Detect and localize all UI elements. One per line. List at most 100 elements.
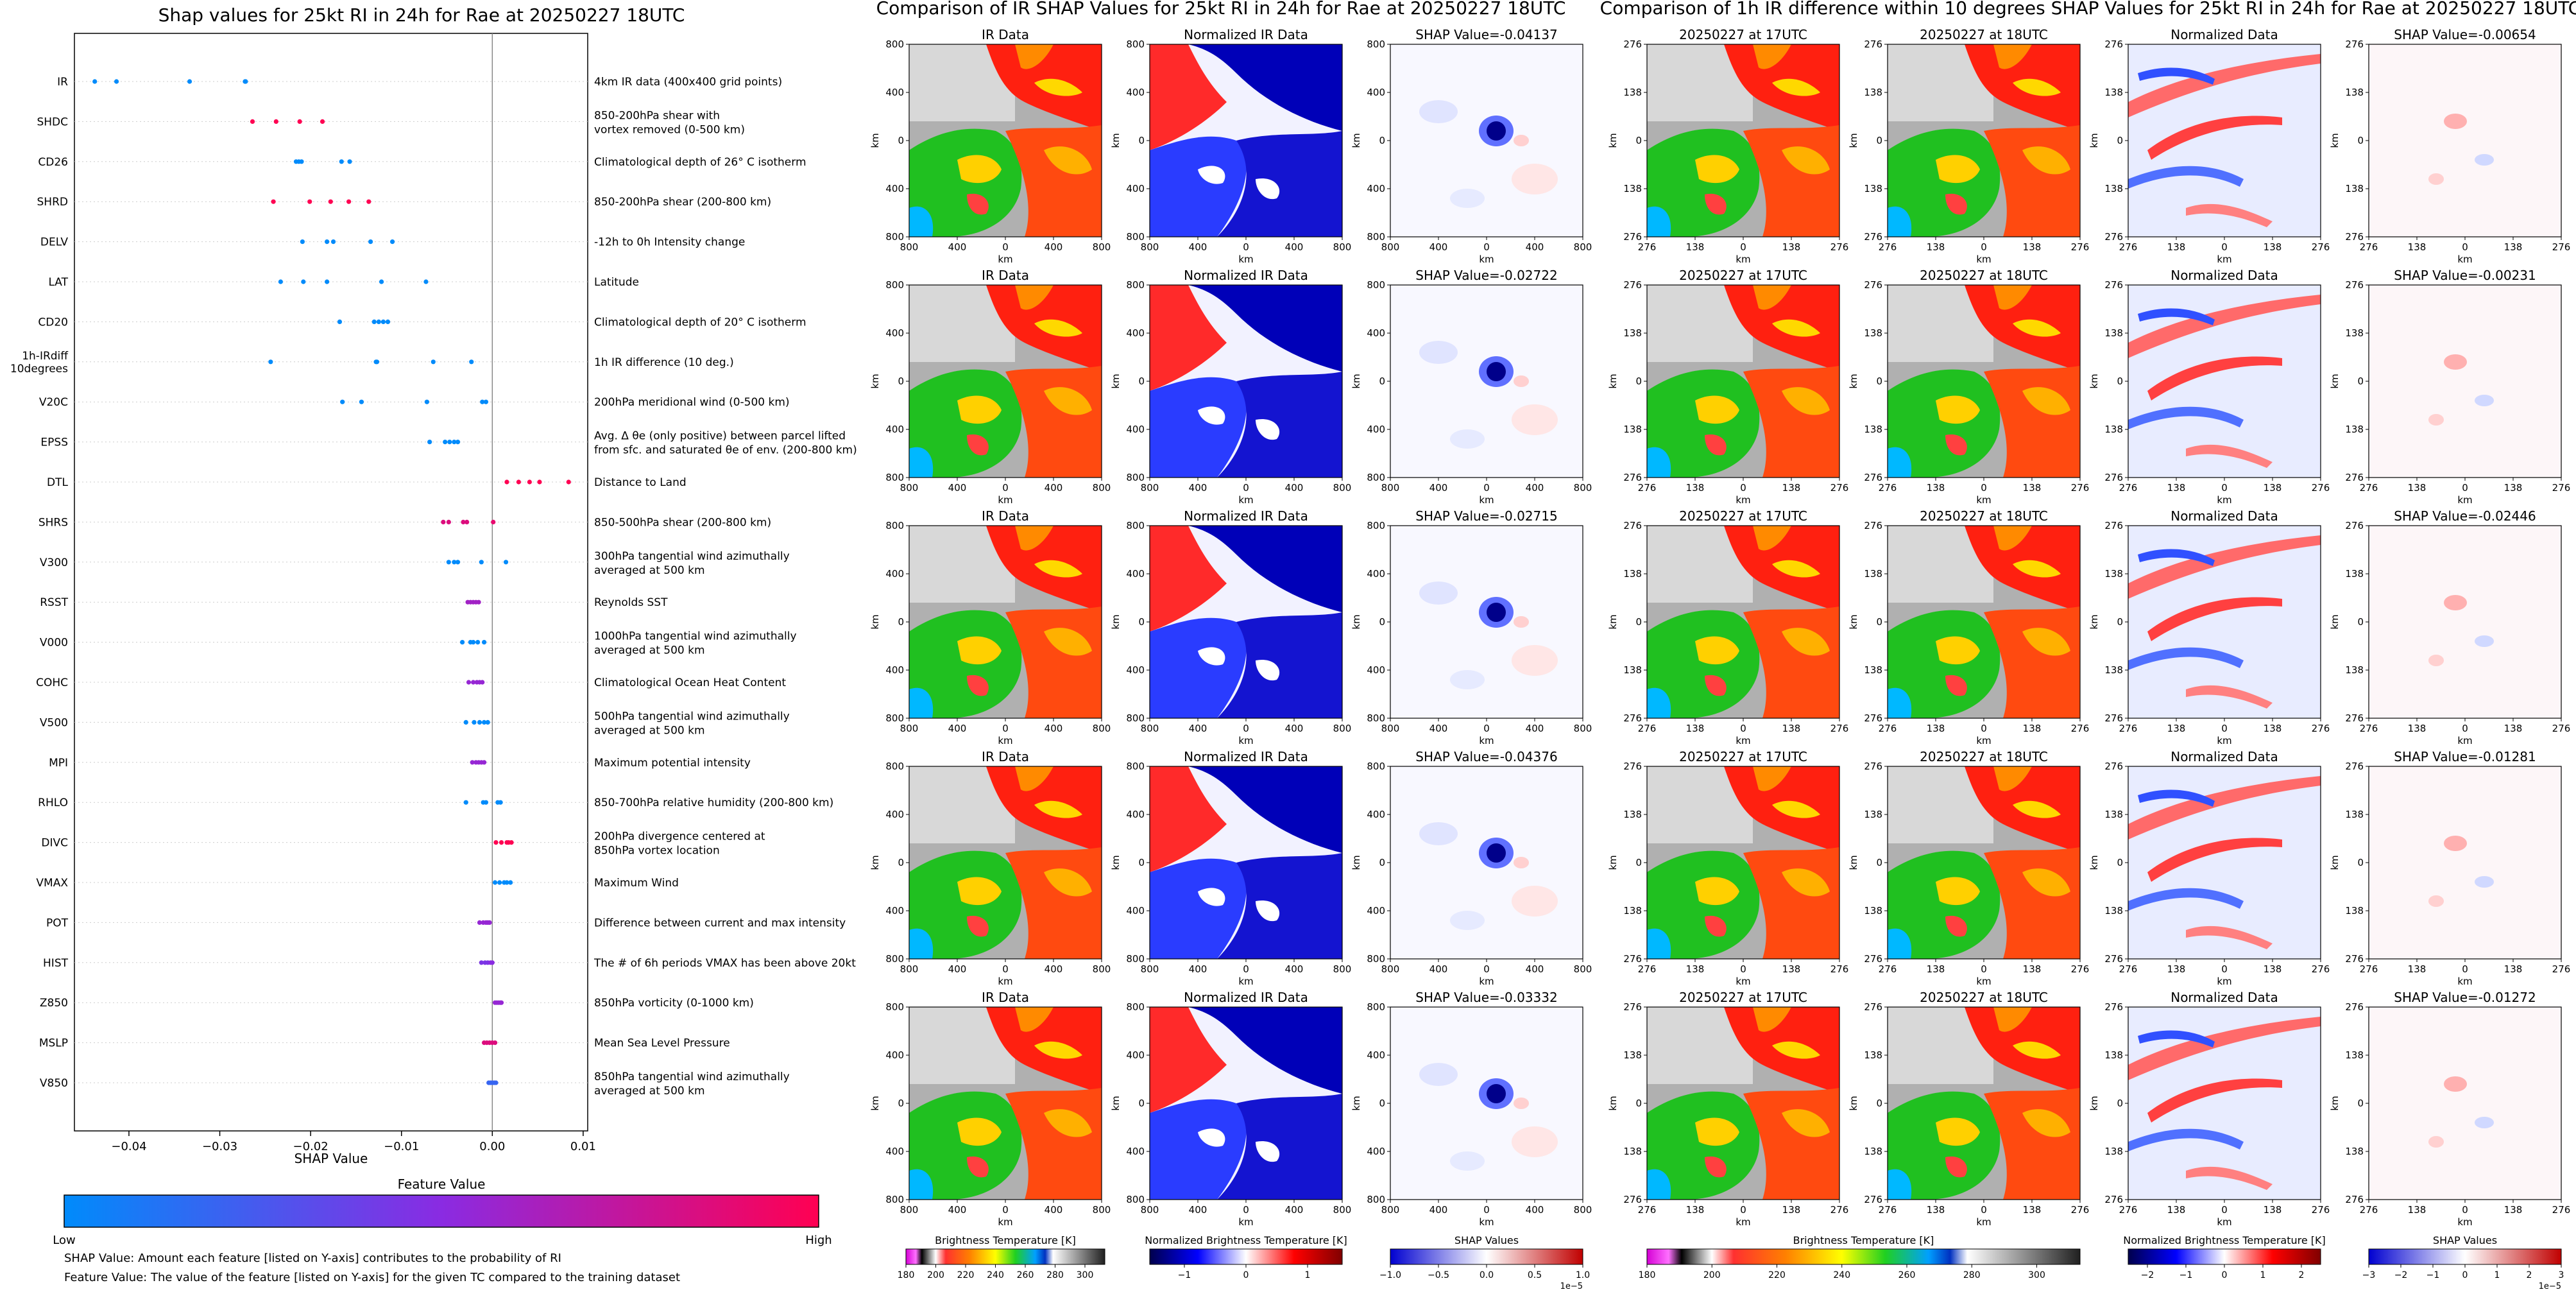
x-tick-label: 400 (1285, 723, 1304, 734)
x-tick-label: 138 (2408, 482, 2427, 494)
shap-point (330, 239, 336, 245)
x-tick-label: 0 (1981, 723, 1987, 734)
y-tick-label: 400 (1367, 809, 1385, 820)
x-tick-label: 276 (2119, 963, 2138, 975)
x-axis-label: km (1736, 254, 1750, 265)
y-axis-label: km (1110, 855, 1122, 870)
x-tick-label: 0 (2462, 963, 2468, 975)
x-tick-label: 276 (2360, 482, 2378, 494)
panel-image (1149, 44, 1343, 237)
x-tick-label: 400 (1045, 482, 1063, 494)
x-tick-label: 276 (2119, 241, 2138, 253)
y-tick-label: 800 (1126, 279, 1145, 291)
x-tick-label: 276 (2071, 482, 2090, 494)
y-tick-label: 800 (1367, 1001, 1385, 1013)
y-axis-label: km (1848, 614, 1859, 629)
x-tick-label: 800 (1381, 482, 1400, 494)
y-tick-label: 138 (2345, 1146, 2364, 1157)
x-tick-label: 138 (1782, 723, 1801, 734)
x-tick-label: 138 (2264, 1204, 2282, 1216)
panel-image (2128, 766, 2321, 960)
y-tick-label: 800 (1126, 472, 1145, 483)
y-tick-label: 138 (2345, 568, 2364, 580)
x-tick-label: 0 (1002, 963, 1009, 975)
x-tick-label: 138 (1782, 241, 1801, 253)
x-tick-label: 0 (2462, 241, 2468, 253)
x-tick-label: 400 (1285, 241, 1304, 253)
x-tick-label: 276 (1830, 963, 1849, 975)
panel-image (1646, 766, 1840, 960)
y-tick-label: 138 (1623, 327, 1642, 339)
y-tick-label: 138 (1864, 905, 1882, 917)
x-axis-label: km (1736, 976, 1750, 987)
panel-image (2368, 44, 2562, 237)
y-tick-label: 276 (2345, 761, 2364, 772)
colorbar-title: Normalized Brightness Temperature [K] (2123, 1234, 2326, 1246)
shap-point (380, 319, 386, 324)
y-axis-label: km (1110, 133, 1122, 148)
x-tick-label: 800 (1333, 1204, 1352, 1216)
y-tick-label: 800 (1126, 1194, 1145, 1205)
feature-description-label: 300hPa tangential wind azimuthally averag… (594, 550, 790, 577)
feature-name-label: CD20 (38, 316, 68, 329)
panel-title: SHAP Value=-0.00654 (2394, 27, 2536, 42)
feature-row: SHDC 850-200hPa shear with vortex removed … (37, 109, 745, 136)
shap-point (483, 399, 489, 404)
panel-title: Normalized IR Data (1184, 990, 1308, 1005)
shap-point (325, 279, 330, 284)
y-axis-label: km (1351, 133, 1362, 148)
x-tick-label: 276 (2360, 1204, 2378, 1216)
y-tick-label: 0 (1635, 375, 1642, 387)
x-tick-label: 138 (2504, 963, 2523, 975)
y-tick-label: 0 (2357, 857, 2364, 868)
x-tick-label: 400 (948, 1204, 967, 1216)
colorbar-tick-label: 180 (1639, 1270, 1656, 1280)
feature-name-label: VMAX (36, 877, 68, 890)
x-tick-label: 276 (2119, 1204, 2138, 1216)
shap-point (487, 920, 492, 925)
y-tick-label: 400 (1367, 905, 1385, 917)
panel-image (908, 525, 1102, 719)
colorbar-tick-label: 260 (1898, 1270, 1916, 1280)
x-tick-label: 138 (2023, 241, 2042, 253)
x-tick-label: 800 (1381, 963, 1400, 975)
x-tick-label: 0 (2221, 241, 2228, 253)
shap-point (461, 519, 466, 525)
x-tick-label: −0.04 (111, 1140, 146, 1153)
x-axis-label: km (1976, 976, 1991, 987)
y-tick-label: 276 (2345, 1001, 2364, 1013)
y-tick-label: 138 (2345, 1049, 2364, 1061)
colorbar-tick-label: 280 (1963, 1270, 1981, 1280)
colorbar-title: SHAP Values (1454, 1234, 1519, 1246)
y-axis-label: km (1848, 133, 1859, 148)
panel-title: Normalized Data (2171, 27, 2278, 42)
y-tick-label: 800 (1367, 279, 1385, 291)
panel-image (1149, 1006, 1343, 1200)
colorbar-ramp (1149, 1248, 1343, 1265)
shap-point (516, 479, 521, 485)
panel-image (1149, 766, 1343, 960)
y-tick-label: 138 (2345, 664, 2364, 676)
x-tick-label: 0 (1483, 723, 1490, 734)
shap-point (503, 560, 509, 565)
colorbar-tick-label: 240 (1833, 1270, 1850, 1280)
shap-point (470, 640, 476, 645)
y-tick-label: 138 (1623, 1049, 1642, 1061)
feature-description-label: 1000hPa tangential wind azimuthally avera… (594, 630, 797, 657)
x-tick-label: 276 (2071, 1204, 2090, 1216)
shap-point (337, 319, 343, 324)
y-tick-label: 400 (1126, 664, 1145, 676)
x-tick-label: 0 (2462, 1204, 2468, 1216)
colorbar-tick-label: 0.5 (1528, 1270, 1542, 1280)
x-axis-label: km (1479, 494, 1494, 506)
y-tick-label: 276 (1864, 1194, 1882, 1205)
panel-title: SHAP Value=-0.01272 (2394, 990, 2536, 1005)
panel-image (1390, 766, 1583, 960)
